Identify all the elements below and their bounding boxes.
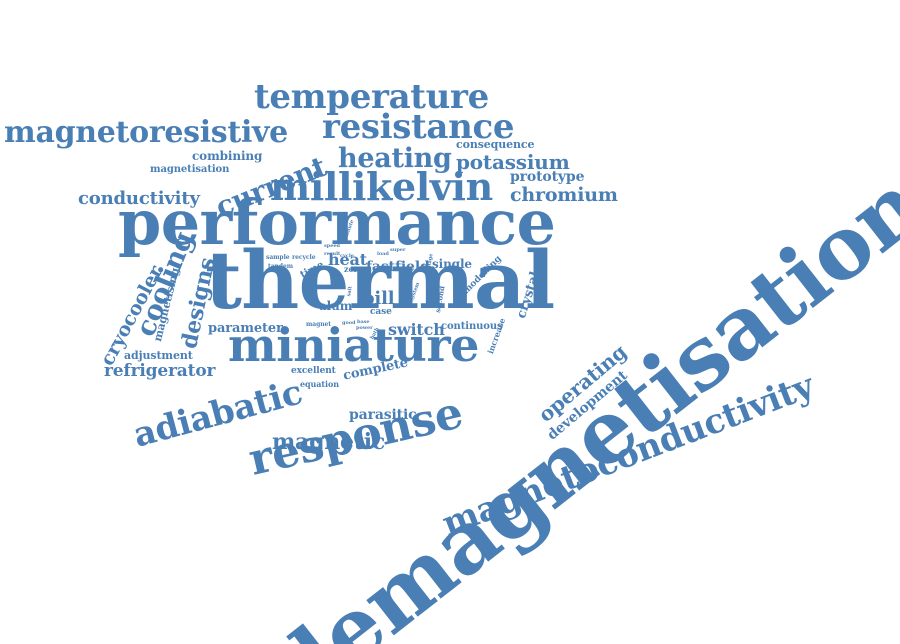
word-power: power <box>356 325 373 331</box>
word-chromium: chromium <box>510 184 618 206</box>
word-heating: heating <box>338 143 452 174</box>
word-field: field <box>395 259 430 275</box>
word-tandem: tandem <box>268 263 294 270</box>
word-combining: combining <box>192 149 263 163</box>
word-parasitic: parasitic <box>349 407 417 423</box>
word-conductivity: conductivity <box>78 188 200 209</box>
word-consequence: consequence <box>456 138 535 151</box>
word-magnetic: magnetic <box>272 429 386 455</box>
word-base: base <box>357 319 370 325</box>
word-parameter: parameter <box>208 321 283 336</box>
word-alum: alum <box>319 299 353 313</box>
word-temperature: temperature <box>254 77 489 117</box>
word-load: load <box>377 251 389 257</box>
word-millikelvin: millikelvin <box>270 164 493 209</box>
word-sample: sample <box>266 254 290 261</box>
word-miniature: miniature <box>228 318 479 372</box>
word-super: super <box>390 247 406 253</box>
word-pill: pill <box>362 288 395 309</box>
word-magnet: magnet <box>306 321 332 328</box>
word-recycle: recycle <box>292 254 316 261</box>
word-resistance: resistance <box>322 107 515 147</box>
word-speed: speed <box>324 243 340 249</box>
word-good: good <box>342 320 356 326</box>
word-cycle: cycle <box>340 253 354 259</box>
word-excellent: excellent <box>291 366 336 376</box>
word-case: case <box>370 307 392 317</box>
word-potassium: potassium <box>456 150 570 174</box>
word-performance: performance <box>118 186 556 259</box>
word-continuous: continuous <box>441 321 503 332</box>
word-result: result <box>324 251 341 257</box>
word-switch: switch <box>388 320 445 339</box>
word-magnetisation: magnetisation <box>150 164 230 175</box>
word-heat: heat <box>328 250 367 269</box>
word-adjustment: adjustment <box>124 349 193 362</box>
word-thermal: thermal <box>205 233 555 327</box>
word-single: single <box>432 257 472 271</box>
word-fast: fast <box>366 259 395 275</box>
word-refrigerator: refrigerator <box>104 361 216 381</box>
word-magnetoresistive: magnetoresistive <box>4 115 288 150</box>
word-equation: equation <box>300 379 339 389</box>
word-zero: zero <box>344 264 363 274</box>
word-prototype: prototype <box>510 169 585 185</box>
